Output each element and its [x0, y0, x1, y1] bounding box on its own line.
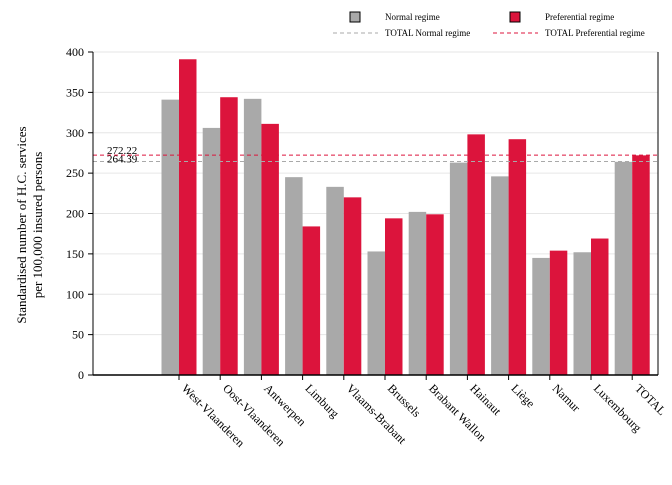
x-tick-label: Brussels	[385, 381, 424, 420]
y-tick-label: 250	[66, 166, 84, 180]
bar-preferential	[220, 97, 238, 375]
bar-preferential	[508, 139, 527, 375]
bar-normal	[408, 211, 427, 375]
x-tick-label: Hainaut	[467, 381, 504, 418]
y-axis-title: Standardised number of H.C. services per…	[14, 126, 45, 323]
y-tick-label: 200	[66, 207, 84, 221]
y-tick-label: 100	[66, 287, 84, 301]
y-tick-label: 50	[72, 328, 84, 342]
legend: Normal regime Preferential regime TOTAL No…	[333, 11, 645, 38]
y-tick-label: 0	[78, 368, 84, 382]
bars	[161, 59, 650, 376]
legend-swatch	[509, 11, 521, 23]
bar-preferential	[302, 226, 321, 375]
bar-normal	[614, 161, 633, 375]
bar-normal	[161, 99, 179, 375]
bar-preferential	[632, 155, 650, 375]
y-axis-label-line1: Standardised number of H.C. services	[14, 126, 29, 323]
legend-swatch	[349, 11, 361, 23]
bar-preferential	[385, 218, 403, 375]
bar-preferential	[343, 197, 362, 375]
bar-normal	[532, 257, 550, 375]
x-tick-label: Liège	[508, 381, 537, 410]
y-tick-label: 300	[66, 126, 84, 140]
bar-preferential	[467, 134, 485, 375]
y-tick-label: 150	[66, 247, 84, 261]
legend-label: Preferential regime	[545, 12, 614, 22]
bar-normal	[573, 252, 591, 375]
bar-preferential	[261, 123, 279, 376]
y-tick-label: 350	[66, 85, 84, 99]
reference-line-label: 264.39	[107, 154, 138, 166]
reference-line-label: 272.22	[107, 145, 137, 157]
x-tick-label: TOTAL	[632, 381, 669, 418]
bar-normal	[449, 162, 468, 375]
axes: 050100150200250300350400West-VlaanderenO…	[66, 45, 669, 450]
legend-label: Normal regime	[385, 12, 440, 22]
legend-label: TOTAL Normal regime	[385, 28, 470, 38]
legend-label: TOTAL Preferential regime	[545, 28, 645, 38]
y-tick-label: 400	[66, 45, 84, 59]
bar-normal	[243, 98, 262, 376]
bar-preferential	[591, 238, 609, 375]
bar-normal	[491, 176, 509, 375]
y-axis-label-line2: per 100,000 insured persons	[30, 152, 45, 299]
bar-preferential	[426, 214, 444, 375]
bar-normal	[285, 177, 303, 375]
x-tick-label: Namur	[550, 381, 583, 414]
bar-normal	[367, 251, 385, 375]
bar-preferential	[179, 59, 197, 376]
x-tick-label: Limburg	[302, 381, 341, 420]
bar-normal	[326, 186, 344, 375]
bar-preferential	[549, 250, 568, 375]
bar-normal	[202, 127, 221, 375]
